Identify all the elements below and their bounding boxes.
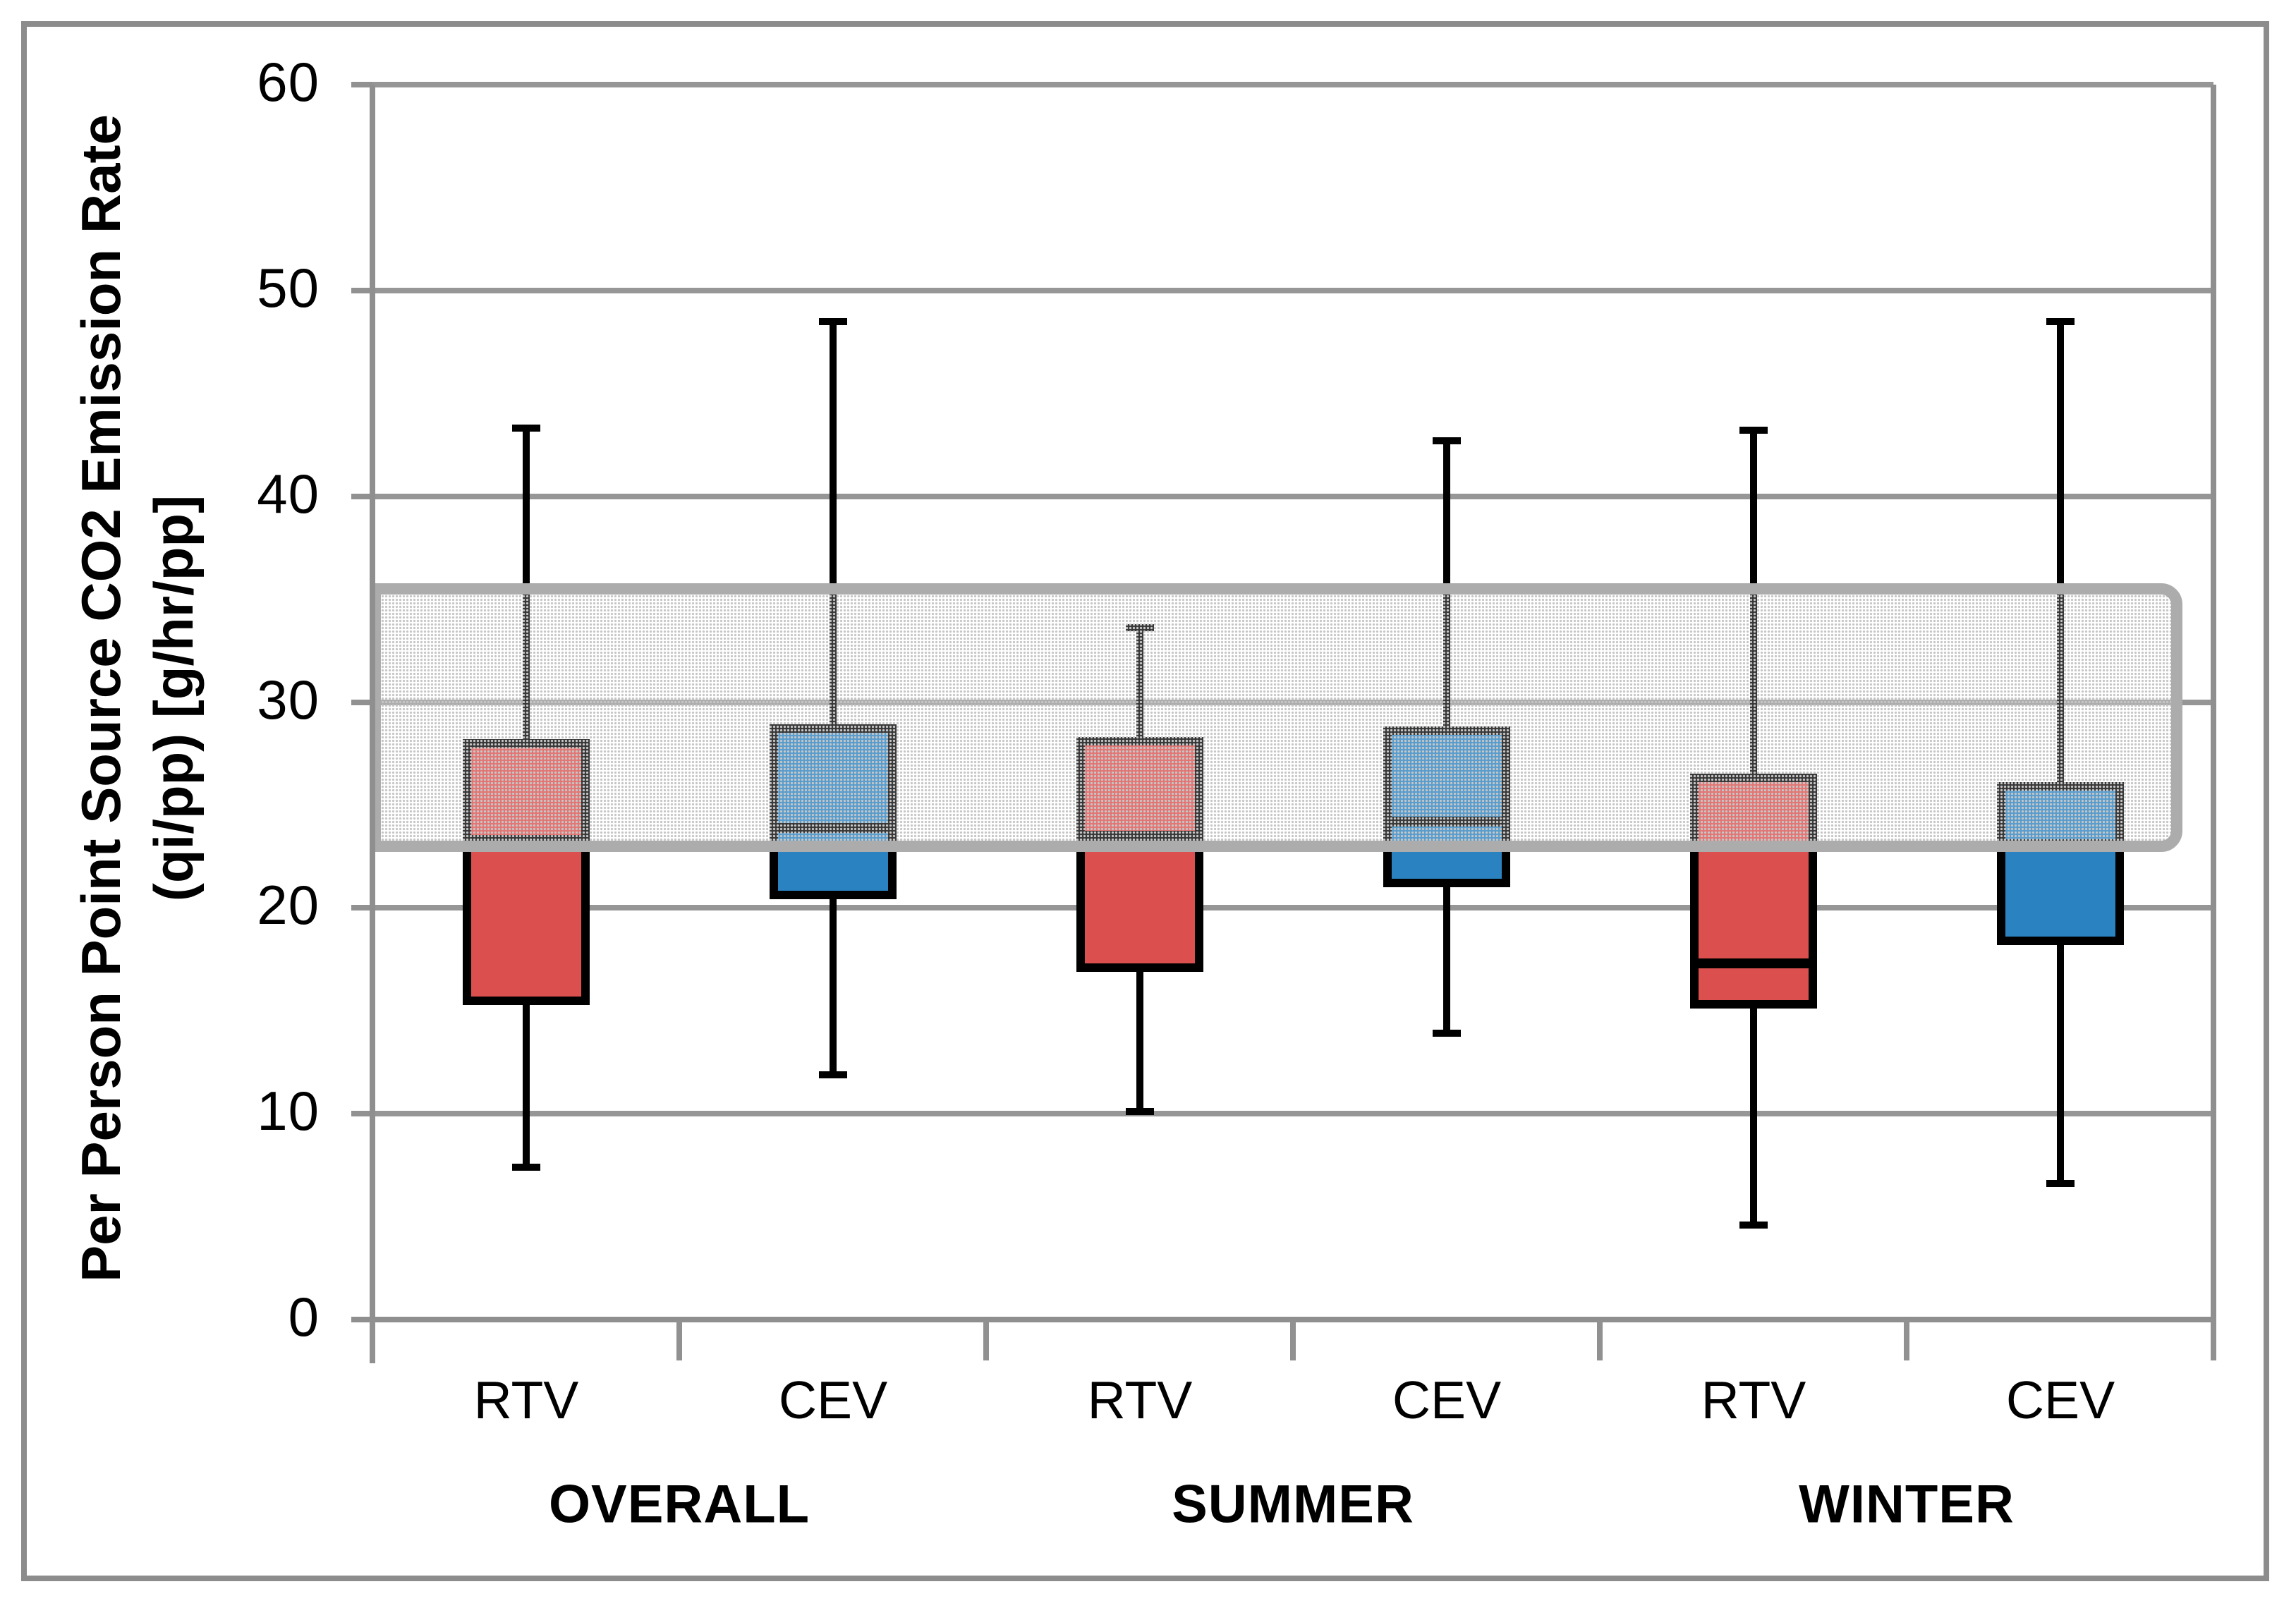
y-axis-title: Per Person Point Source CO2 Emission Rat…	[65, 114, 210, 1282]
y-tick-label-0: 0	[288, 1285, 320, 1348]
x-boundary-tick-3	[1290, 1320, 1296, 1360]
plot-right-border	[2211, 85, 2216, 1320]
category-label-summer-cev: CEV	[1392, 1370, 1502, 1430]
whisker-cap-low-summer-rtv	[1126, 1108, 1154, 1115]
y-tickmark-30	[351, 700, 372, 705]
gridline-40	[372, 494, 2213, 499]
whisker-cap-high-overall-rtv	[512, 425, 540, 432]
y-tickmark-10	[351, 1111, 372, 1116]
x-boundary-tick-6	[2211, 1320, 2216, 1360]
y-tick-label-50: 50	[257, 256, 320, 319]
gridline-20	[372, 905, 2213, 910]
x-boundary-tick-4	[1597, 1320, 1603, 1360]
x-boundary-tick-2	[983, 1320, 989, 1360]
y-axis-title-line1: Per Person Point Source CO2 Emission Rat…	[70, 114, 133, 1282]
y-tick-label-10: 10	[257, 1079, 320, 1142]
gridline-10	[372, 1111, 2213, 1116]
y-tick-label-20: 20	[257, 873, 320, 936]
y-tickmark-60	[351, 82, 372, 87]
x-boundary-tick-1	[676, 1320, 682, 1360]
category-label-winter-rtv: RTV	[1701, 1370, 1806, 1430]
y-tickmark-20	[351, 905, 372, 910]
y-tick-label-40: 40	[257, 462, 320, 525]
category-label-winter-cev: CEV	[2005, 1370, 2115, 1430]
group-label-summer: SUMMER	[1172, 1474, 1414, 1535]
whisker-cap-low-overall-rtv	[512, 1164, 540, 1171]
group-label-overall: OVERALL	[548, 1474, 810, 1535]
category-label-overall-cev: CEV	[778, 1370, 888, 1430]
median-winter-rtv	[1694, 958, 1813, 968]
whisker-cap-low-summer-cev	[1433, 1030, 1461, 1037]
whisker-lower-summer-rtv	[1136, 968, 1143, 1111]
x-boundary-tick-0	[370, 1320, 375, 1360]
category-label-overall-rtv: RTV	[473, 1370, 579, 1430]
y-tick-label-30: 30	[257, 668, 320, 731]
whisker-lower-summer-cev	[1443, 883, 1450, 1033]
y-tick-label-60: 60	[257, 50, 320, 113]
whisker-cap-low-overall-cev	[819, 1071, 847, 1078]
whisker-lower-overall-cev	[830, 896, 837, 1075]
whisker-lower-overall-rtv	[523, 1001, 530, 1167]
whisker-lower-winter-rtv	[1750, 1004, 1757, 1224]
y-tickmark-50	[351, 288, 372, 293]
x-axis-line	[351, 1317, 2213, 1322]
whisker-cap-high-summer-cev	[1433, 437, 1461, 444]
whisker-cap-high-winter-cev	[2046, 318, 2075, 325]
whisker-cap-high-overall-cev	[819, 318, 847, 325]
whisker-lower-winter-cev	[2057, 941, 2064, 1183]
y-tickmark-40	[351, 494, 372, 499]
group-label-winter: WINTER	[1799, 1474, 2015, 1535]
x-boundary-tick-5	[1904, 1320, 1909, 1360]
whisker-cap-low-winter-cev	[2046, 1180, 2075, 1187]
category-label-summer-rtv: RTV	[1087, 1370, 1193, 1430]
gridline-50	[372, 288, 2213, 293]
reference-band	[370, 583, 2182, 852]
y-axis-line	[370, 85, 375, 1363]
chart-outer-border	[21, 21, 2269, 1581]
whisker-cap-low-winter-rtv	[1739, 1222, 1768, 1229]
gridline-60	[372, 82, 2213, 87]
whisker-upper-overall-cev	[830, 322, 837, 729]
whisker-upper-winter-cev	[2057, 322, 2064, 787]
whisker-cap-high-winter-rtv	[1739, 427, 1768, 434]
